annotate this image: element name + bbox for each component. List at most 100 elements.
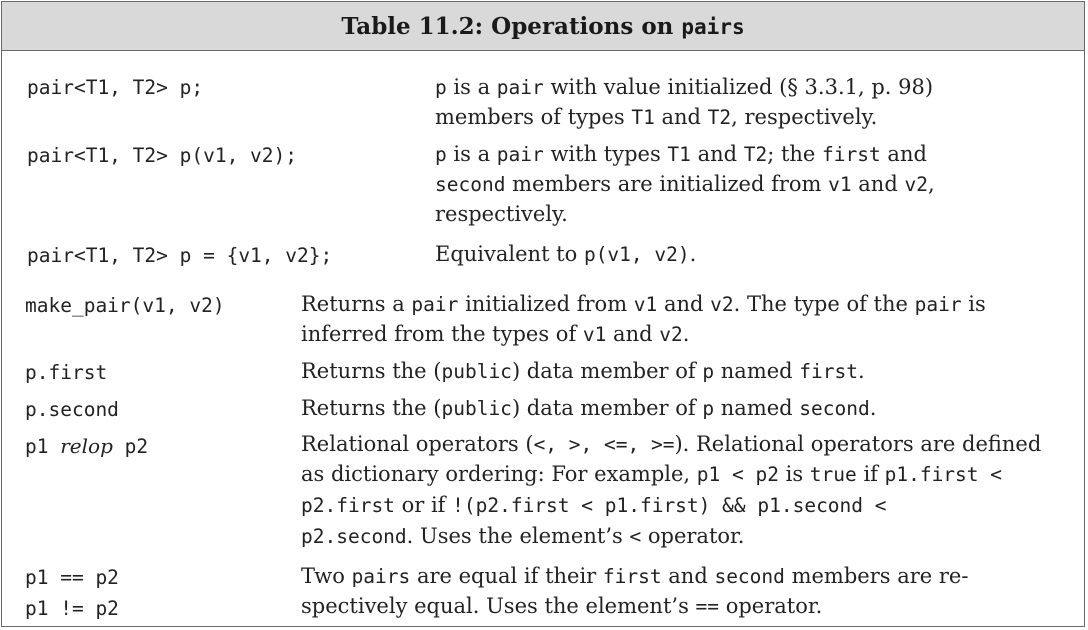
text-fragment: with types: [543, 142, 668, 166]
row-6-desc-line-0: Relational operators (<, >, <=, >=). Rel…: [301, 432, 1041, 456]
text-fragment: and: [851, 172, 905, 196]
code-fragment: pair: [496, 76, 544, 99]
row-2-desc-line-0: Equivalent to p(v1, v2).: [435, 242, 696, 266]
text-fragment: ,: [927, 172, 935, 196]
text-fragment: Equivalent to: [435, 242, 584, 266]
table-title: Table 11.2: Operations on pairs: [2, 2, 1084, 51]
text-fragment: with value initialized (§ 3.3.1, p. 98): [543, 75, 934, 99]
text-fragment: Relational operators (: [301, 432, 534, 456]
code-fragment: p: [702, 397, 715, 420]
text-fragment: are equal if their: [410, 564, 603, 588]
text-fragment: and: [880, 142, 927, 166]
code-fragment: public: [441, 397, 512, 420]
row-7-desc-line-1: spectively equal. Uses the element’s == …: [301, 594, 822, 618]
code-fragment: p2.second: [301, 525, 407, 548]
text-fragment: ). Relational operators are defined: [674, 432, 1042, 456]
text-fragment: members are initialized from: [505, 172, 829, 196]
row-3-desc-line-0: Returns a pair initialized from v1 and v…: [301, 292, 986, 316]
code-fragment: pair: [496, 143, 544, 166]
text-fragment: .: [869, 396, 877, 420]
text-fragment: and: [690, 142, 744, 166]
code-fragment: !(p2.first < p1.first) && p1.second <: [452, 494, 887, 517]
row-1-desc-line-0: p is a pair with types T1 and T2; the fi…: [435, 142, 927, 166]
row-1-operation: pair<T1, T2> p(v1, v2);: [27, 144, 298, 167]
row-7-operation-line-1: p1 != p2: [25, 597, 119, 620]
row-1-desc-line-2: respectively.: [435, 202, 568, 226]
text-fragment: .: [682, 322, 690, 346]
text-fragment: .: [689, 242, 697, 266]
text-fragment: . The type of the: [733, 292, 915, 316]
text-fragment: members of types: [435, 105, 632, 129]
text-fragment: initialized from: [458, 292, 634, 316]
code-fragment: public: [441, 360, 512, 383]
code-fragment: pair: [914, 293, 962, 316]
code-fragment: v2: [659, 323, 683, 346]
code-fragment: T1: [667, 143, 691, 166]
row-0-desc-line-0: p is a pair with value initialized (§ 3.…: [435, 75, 933, 99]
code-fragment: v1: [633, 293, 658, 316]
code-fragment: second: [435, 173, 506, 196]
code-fragment: p1.first <: [884, 463, 1003, 486]
text-fragment: ; the: [767, 142, 823, 166]
text-fragment: ) data member of: [511, 396, 703, 420]
code-fragment: p(v1, v2): [583, 243, 690, 266]
code-fragment: p2: [112, 435, 149, 458]
code-fragment: pair: [411, 293, 459, 316]
code-fragment: T2: [707, 106, 732, 129]
table-title-code: pairs: [681, 15, 745, 39]
row-3-operation: make_pair(v1, v2): [25, 294, 225, 317]
text-fragment: ) data member of: [511, 359, 703, 383]
code-fragment: p1 < p2: [696, 463, 779, 486]
text-fragment: if: [856, 462, 885, 486]
row-6-desc-line-3: p2.second. Uses the element’s < operator…: [301, 524, 744, 548]
code-fragment: first: [602, 565, 662, 588]
code-fragment: v2: [710, 293, 734, 316]
text-fragment: or if: [394, 493, 453, 517]
text-fragment: Returns the (: [301, 359, 442, 383]
code-fragment: v2: [904, 173, 928, 196]
text-fragment: and: [654, 105, 708, 129]
text-fragment: .: [857, 359, 865, 383]
text-fragment: , respectively.: [731, 105, 878, 129]
italic-fragment: relop: [60, 434, 113, 458]
code-fragment: first: [822, 143, 881, 166]
text-fragment: Returns a: [301, 292, 412, 316]
code-fragment: p1: [25, 435, 61, 458]
row-2-operation: pair<T1, T2> p = {v1, v2};: [27, 244, 333, 267]
row-3-desc-line-1: inferred from the types of v1 and v2.: [301, 322, 689, 346]
code-fragment: true: [809, 463, 857, 486]
row-0-operation: pair<T1, T2> p;: [27, 76, 204, 99]
row-6-operation: p1 relop p2: [25, 434, 148, 458]
text-fragment: members are re-: [784, 564, 969, 588]
text-fragment: named: [714, 396, 800, 420]
code-fragment: second: [799, 397, 870, 420]
code-fragment: v1: [582, 323, 607, 346]
text-fragment: . Uses the element’s: [406, 524, 630, 548]
code-fragment: p: [435, 143, 447, 166]
row-4-desc-line-0: Returns the (public) data member of p na…: [301, 359, 865, 383]
code-fragment: p2.first: [301, 494, 395, 517]
row-6-desc-line-1: as dictionary ordering: For example, p1 …: [301, 462, 1002, 486]
row-7-desc-line-0: Two pairs are equal if their first and s…: [301, 564, 968, 588]
text-fragment: spectively equal. Uses the element’s: [301, 594, 696, 618]
text-fragment: and: [657, 292, 711, 316]
text-fragment: is a: [446, 142, 497, 166]
text-fragment: named: [714, 359, 800, 383]
code-fragment: <, >, <=, >=: [533, 433, 675, 456]
row-7-operation-line-0: p1 == p2: [25, 566, 119, 589]
row-4-operation: p.first: [25, 361, 108, 384]
code-fragment: first: [799, 360, 858, 383]
row-6-desc-line-2: p2.first or if !(p2.first < p1.first) &&…: [301, 493, 887, 517]
text-fragment: Two: [301, 564, 352, 588]
row-1-desc-line-1: second members are initialized from v1 a…: [435, 172, 935, 196]
row-5-desc-line-0: Returns the (public) data member of p na…: [301, 396, 876, 420]
row-5-operation: p.second: [25, 398, 119, 421]
text-fragment: and: [661, 564, 715, 588]
code-fragment: p: [702, 360, 715, 383]
text-fragment: Returns the (: [301, 396, 442, 420]
text-fragment: as dictionary ordering: For example,: [301, 462, 697, 486]
text-fragment: respectively.: [435, 202, 568, 226]
code-fragment: ==: [695, 595, 720, 618]
code-fragment: p: [435, 76, 447, 99]
